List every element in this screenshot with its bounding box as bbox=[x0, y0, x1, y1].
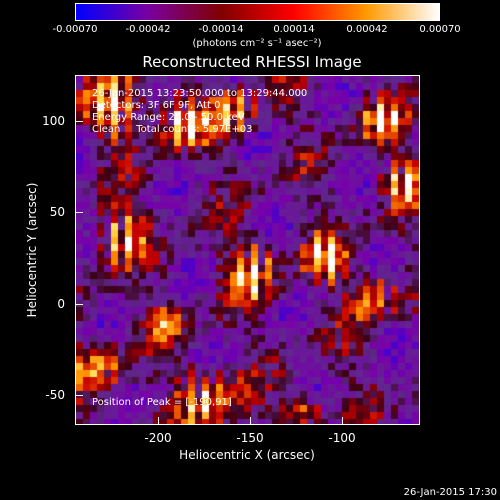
colorbar-tick-label: 0.00070 bbox=[419, 24, 461, 35]
x-tick-label: -100 bbox=[328, 431, 356, 445]
colorbar-tick-label: -0.00042 bbox=[125, 24, 171, 35]
time-range-text: 26-Jan-2015 13:23:50.000 to 13:29:44.000 bbox=[92, 88, 308, 99]
y-tick-label: -50 bbox=[45, 388, 65, 402]
y-tick-label: 100 bbox=[42, 114, 65, 128]
rhessi-image bbox=[76, 76, 419, 424]
x-tick-mark bbox=[250, 417, 251, 425]
x-axis-title: Heliocentric X (arcsec) bbox=[179, 448, 315, 462]
colorbar-unit-label: (photons cm⁻² s⁻¹ asec⁻²) bbox=[192, 38, 322, 49]
peak-position-text: Position of Peak = [-190,91] bbox=[92, 397, 232, 408]
y-tick-mark bbox=[75, 304, 83, 305]
datestamp: 26-Jan-2015 17:30 bbox=[403, 487, 497, 498]
y-axis-title: Heliocentric Y (arcsec) bbox=[25, 182, 39, 318]
x-tick-label: -150 bbox=[236, 431, 264, 445]
plot-title: Reconstructed RHESSI Image bbox=[142, 53, 362, 71]
y-tick-mark bbox=[75, 212, 83, 213]
colorbar-tick-label: 0.00042 bbox=[346, 24, 388, 35]
clean-counts-text: Clean Total counts: 5.97E+03 bbox=[92, 124, 253, 135]
y-tick-mark bbox=[75, 121, 83, 122]
x-tick-label: -200 bbox=[144, 431, 172, 445]
x-tick-mark bbox=[158, 417, 159, 425]
colorbar-tick-label: 0.00014 bbox=[273, 24, 315, 35]
colorbar-tick-label: -0.00014 bbox=[198, 24, 244, 35]
colorbar-tick-label: -0.00070 bbox=[52, 24, 98, 35]
colorbar bbox=[75, 3, 440, 21]
energy-range-text: Energy Range: 25.0 - 50.0 keV bbox=[92, 112, 245, 123]
y-tick-mark bbox=[75, 395, 83, 396]
y-tick-label: 50 bbox=[49, 205, 65, 219]
detectors-text: Detectors: 3F 6F 9F, Att 0 bbox=[92, 100, 221, 111]
y-tick-label: 0 bbox=[57, 297, 65, 311]
x-tick-mark bbox=[342, 417, 343, 425]
rhessi-image-frame bbox=[75, 75, 420, 425]
